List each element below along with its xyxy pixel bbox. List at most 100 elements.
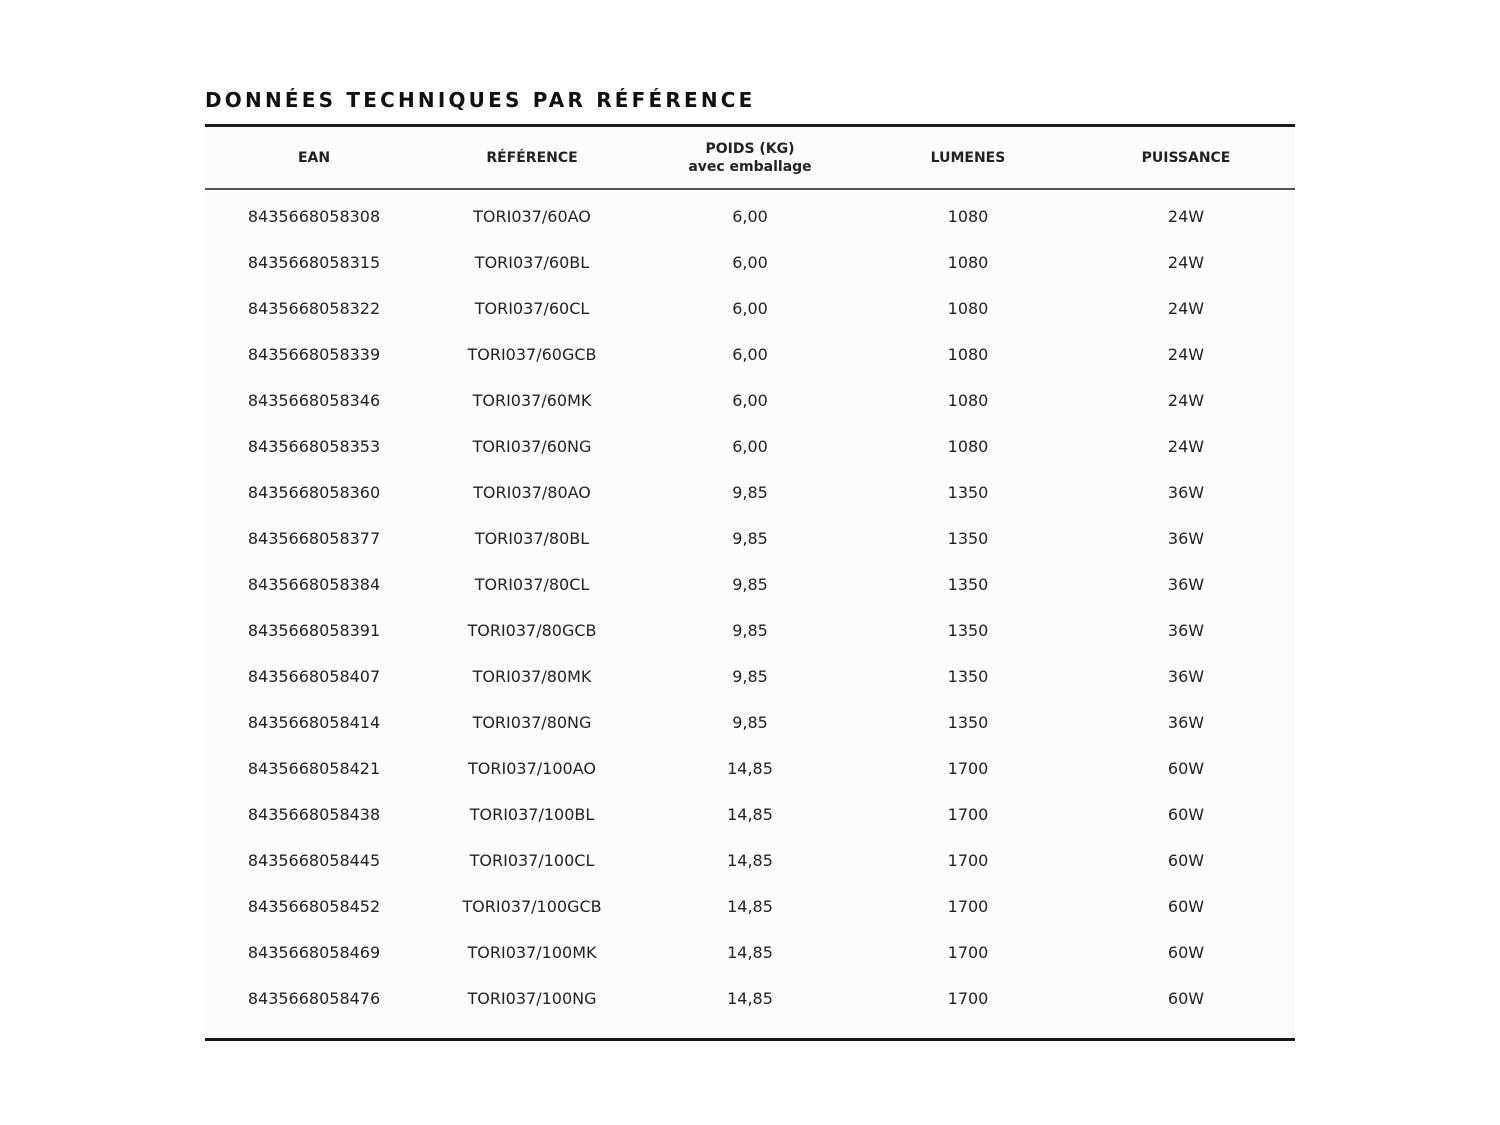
cell-ean: 8435668058414 — [247, 712, 381, 732]
cell-puissance: 36W — [1167, 528, 1205, 548]
cell-lumenes: 1350 — [947, 528, 989, 548]
cell-ean: 8435668058360 — [247, 482, 381, 502]
cell-reference: TORI037/80NG — [472, 712, 592, 732]
table-row: 8435668058353 TORI037/60NG 6,00 1080 24W — [205, 423, 1295, 469]
table-row: 8435668058308 TORI037/60AO 6,00 1080 24W — [205, 193, 1295, 239]
cell-puissance: 36W — [1167, 712, 1205, 732]
header-poids: POIDS (KG) avec emballage — [641, 140, 859, 176]
cell-reference: TORI037/80CL — [474, 574, 590, 594]
cell-lumenes: 1350 — [947, 620, 989, 640]
table-row: 8435668058384 TORI037/80CL 9,85 1350 36W — [205, 561, 1295, 607]
cell-reference: TORI037/80AO — [473, 482, 591, 502]
cell-poids: 9,85 — [732, 712, 768, 732]
cell-lumenes: 1350 — [947, 482, 989, 502]
cell-ean: 8435668058353 — [247, 436, 381, 456]
cell-ean: 8435668058346 — [247, 390, 381, 410]
cell-lumenes: 1350 — [947, 712, 989, 732]
cell-ean: 8435668058452 — [247, 896, 381, 916]
cell-poids: 6,00 — [732, 390, 768, 410]
cell-reference: TORI037/100BL — [469, 804, 595, 824]
cell-ean: 8435668058315 — [247, 252, 381, 272]
cell-ean: 8435668058339 — [247, 344, 381, 364]
cell-lumenes: 1700 — [947, 804, 989, 824]
cell-lumenes: 1080 — [947, 390, 989, 410]
cell-poids: 6,00 — [732, 252, 768, 272]
table-row: 8435668058452 TORI037/100GCB 14,85 1700 60W — [205, 883, 1295, 929]
cell-ean: 8435668058469 — [247, 942, 381, 962]
cell-puissance: 24W — [1167, 298, 1205, 318]
cell-puissance: 24W — [1167, 390, 1205, 410]
cell-ean: 8435668058407 — [247, 666, 381, 686]
cell-puissance: 24W — [1167, 252, 1205, 272]
table-row: 8435668058322 TORI037/60CL 6,00 1080 24W — [205, 285, 1295, 331]
cell-reference: TORI037/80GCB — [467, 620, 597, 640]
cell-reference: TORI037/80BL — [474, 528, 590, 548]
cell-lumenes: 1700 — [947, 758, 989, 778]
table-row: 8435668058421 TORI037/100AO 14,85 1700 60W — [205, 745, 1295, 791]
cell-puissance: 24W — [1167, 206, 1205, 226]
cell-ean: 8435668058438 — [247, 804, 381, 824]
cell-ean: 8435668058391 — [247, 620, 381, 640]
cell-poids: 14,85 — [727, 896, 773, 916]
cell-lumenes: 1080 — [947, 436, 989, 456]
cell-ean: 8435668058308 — [247, 206, 381, 226]
cell-reference: TORI037/100NG — [467, 988, 597, 1008]
cell-reference: TORI037/60GCB — [467, 344, 597, 364]
cell-puissance: 36W — [1167, 666, 1205, 686]
cell-puissance: 60W — [1167, 988, 1205, 1008]
cell-poids: 9,85 — [732, 482, 768, 502]
cell-poids: 6,00 — [732, 206, 768, 226]
cell-ean: 8435668058377 — [247, 528, 381, 548]
cell-lumenes: 1350 — [947, 574, 989, 594]
cell-ean: 8435668058322 — [247, 298, 381, 318]
cell-poids: 9,85 — [732, 528, 768, 548]
table-row: 8435668058476 TORI037/100NG 14,85 1700 60W — [205, 975, 1295, 1021]
table-row: 8435668058414 TORI037/80NG 9,85 1350 36W — [205, 699, 1295, 745]
cell-poids: 9,85 — [732, 620, 768, 640]
table-row: 8435668058339 TORI037/60GCB 6,00 1080 24W — [205, 331, 1295, 377]
cell-puissance: 60W — [1167, 758, 1205, 778]
cell-puissance: 24W — [1167, 344, 1205, 364]
cell-puissance: 36W — [1167, 574, 1205, 594]
cell-puissance: 60W — [1167, 896, 1205, 916]
cell-puissance: 60W — [1167, 804, 1205, 824]
cell-ean: 8435668058476 — [247, 988, 381, 1008]
cell-poids: 14,85 — [727, 804, 773, 824]
cell-puissance: 60W — [1167, 850, 1205, 870]
table-body: 8435668058308 TORI037/60AO 6,00 1080 24W 8435… — [205, 190, 1295, 1038]
cell-poids: 14,85 — [727, 942, 773, 962]
cell-poids: 14,85 — [727, 988, 773, 1008]
cell-lumenes: 1080 — [947, 344, 989, 364]
cell-poids: 6,00 — [732, 344, 768, 364]
cell-ean: 8435668058421 — [247, 758, 381, 778]
cell-puissance: 60W — [1167, 942, 1205, 962]
cell-lumenes: 1080 — [947, 298, 989, 318]
cell-reference: TORI037/100MK — [467, 942, 597, 962]
table-row: 8435668058346 TORI037/60MK 6,00 1080 24W — [205, 377, 1295, 423]
table-top-rule — [205, 124, 1295, 127]
cell-poids: 9,85 — [732, 666, 768, 686]
table-row: 8435668058391 TORI037/80GCB 9,85 1350 36W — [205, 607, 1295, 653]
cell-lumenes: 1080 — [947, 252, 989, 272]
table-row: 8435668058469 TORI037/100MK 14,85 1700 60W — [205, 929, 1295, 975]
table-row: 8435668058315 TORI037/60BL 6,00 1080 24W — [205, 239, 1295, 285]
cell-reference: TORI037/100GCB — [462, 896, 602, 916]
cell-poids: 14,85 — [727, 850, 773, 870]
header-ean: EAN — [297, 149, 331, 166]
cell-reference: TORI037/60CL — [474, 298, 590, 318]
cell-reference: TORI037/100AO — [468, 758, 596, 778]
cell-puissance: 36W — [1167, 482, 1205, 502]
table-row: 8435668058377 TORI037/80BL 9,85 1350 36W — [205, 515, 1295, 561]
table-row: 8435668058360 TORI037/80AO 9,85 1350 36W — [205, 469, 1295, 515]
cell-lumenes: 1700 — [947, 896, 989, 916]
table-row: 8435668058438 TORI037/100BL 14,85 1700 60W — [205, 791, 1295, 837]
cell-lumenes: 1080 — [947, 206, 989, 226]
page-title: DONNÉES TECHNIQUES PAR RÉFÉRENCE — [205, 88, 756, 112]
cell-reference: TORI037/80MK — [472, 666, 592, 686]
header-lumenes: LUMENES — [930, 149, 1006, 166]
table-bottom-rule — [205, 1038, 1295, 1041]
cell-poids: 6,00 — [732, 436, 768, 456]
cell-poids: 6,00 — [732, 298, 768, 318]
header-poids-sub: avec emballage — [688, 158, 812, 175]
table-header: EAN RÉFÉRENCE POIDS (KG) avec emballage … — [205, 127, 1295, 190]
